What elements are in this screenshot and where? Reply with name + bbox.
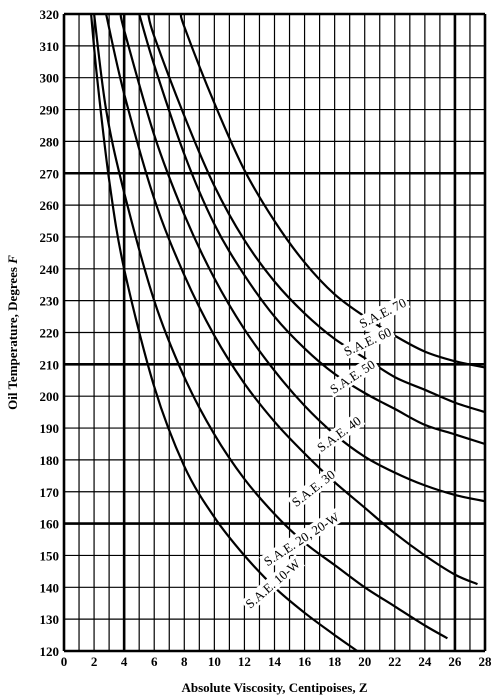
series-line-s-a-e-60: [147, 14, 485, 414]
x-tick-label: 0: [61, 654, 68, 669]
y-tick-label: 250: [40, 230, 60, 245]
x-tick-label: 8: [181, 654, 188, 669]
y-tick-label: 210: [40, 357, 60, 372]
y-tick-label: 140: [40, 580, 60, 595]
x-tick-label: 10: [208, 654, 221, 669]
x-tick-label: 4: [121, 654, 128, 669]
y-tick-label: 290: [40, 103, 60, 118]
series-line-s-a-e-40: [119, 14, 485, 503]
y-tick-label: 240: [40, 262, 60, 277]
curve-label-backing: [325, 355, 380, 398]
x-tick-label: 24: [418, 654, 432, 669]
curve-label-backing: [240, 554, 305, 613]
y-tick-label: 150: [40, 548, 60, 563]
series-line-s-a-e-30: [105, 14, 478, 586]
y-tick-label: 170: [40, 485, 60, 500]
x-tick-label: 18: [328, 654, 342, 669]
y-tick-label: 260: [40, 198, 60, 213]
series-line-s-a-e-50: [138, 14, 485, 446]
y-tick-label: 120: [40, 644, 60, 659]
tick-labels: 0 2 4 6 8 10 12 14 16 18 20 22 24 26 28120130140150160…: [40, 7, 493, 669]
curve-label-group: S.A.E. 20, 20-W: [259, 507, 345, 571]
x-tick-label: 2: [91, 654, 98, 669]
x-tick-label: 22: [388, 654, 401, 669]
x-tick-label: 28: [479, 654, 493, 669]
y-tick-label: 280: [40, 134, 60, 149]
x-tick-label: 14: [268, 654, 282, 669]
x-tick-label: 16: [298, 654, 312, 669]
curve-label: S.A.E. 20, 20-W: [261, 509, 342, 569]
y-tick-label: 310: [40, 39, 60, 54]
y-tick-label: 230: [40, 294, 60, 309]
x-tick-label: 6: [151, 654, 158, 669]
x-tick-label: 20: [358, 654, 371, 669]
curve-label-group: S.A.E. 40: [312, 411, 366, 457]
y-tick-label: 200: [40, 389, 60, 404]
curve-label: S.A.E. 30: [289, 467, 338, 510]
curve-label-group: S.A.E. 50: [325, 355, 380, 398]
y-tick-label: 270: [40, 166, 60, 181]
y-tick-label: 130: [40, 612, 60, 627]
curve-label-backing: [312, 411, 366, 457]
x-tick-label: 26: [448, 654, 462, 669]
y-tick-label: 190: [40, 421, 60, 436]
series-line-s-a-e-20-20-w: [93, 14, 448, 640]
y-axis-title: Oil Temperature, Degrees F: [5, 255, 20, 410]
curve-label-backing: [354, 293, 411, 333]
y-tick-label: 180: [40, 453, 60, 468]
grid: [62, 12, 487, 653]
x-tick-label: 12: [238, 654, 251, 669]
curve-label-backing: [287, 465, 340, 511]
y-tick-label: 160: [40, 517, 60, 532]
curves: [90, 14, 485, 651]
curve-label: S.A.E. 40: [314, 413, 364, 455]
curve-labels: S.A.E. 70S.A.E. 60S.A.E. 50S.A.E. 40S.A.…: [240, 293, 411, 613]
curve-label-group: S.A.E. 30: [287, 465, 340, 511]
series-line-s-a-e-10-w: [90, 14, 358, 651]
y-tick-label: 320: [40, 7, 60, 22]
y-tick-label: 300: [40, 71, 60, 86]
curve-label-backing: [339, 323, 396, 360]
x-axis-title: Absolute Viscosity, Centipoises, Z: [182, 680, 368, 695]
series-line-s-a-e-70: [179, 14, 485, 369]
y-tick-label: 220: [40, 326, 60, 341]
curve-label-backing: [259, 507, 345, 571]
